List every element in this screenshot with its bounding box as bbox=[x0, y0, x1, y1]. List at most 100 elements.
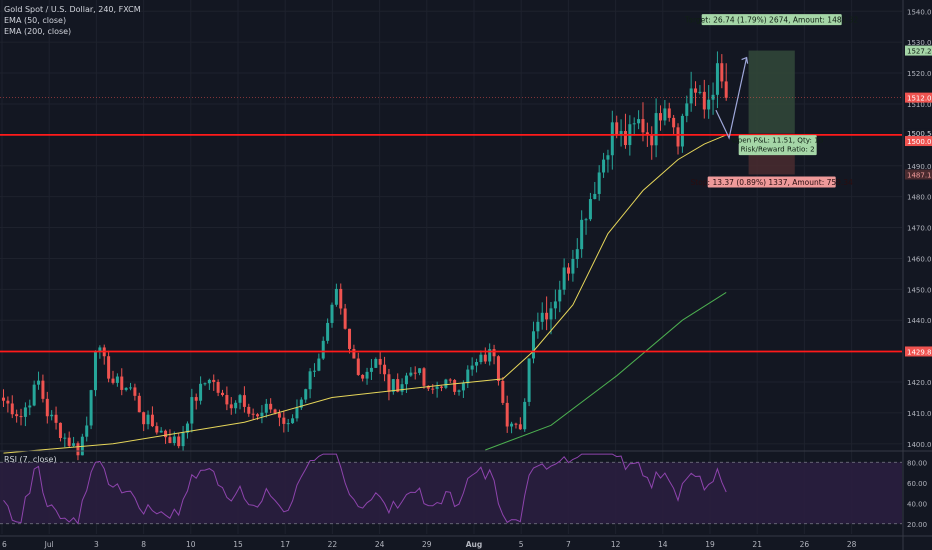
candle[interactable] bbox=[137, 392, 141, 413]
candle-body[interactable] bbox=[545, 312, 549, 320]
candle-body[interactable] bbox=[221, 392, 224, 396]
candle[interactable] bbox=[321, 336, 325, 360]
candle-body[interactable] bbox=[567, 267, 571, 274]
candle[interactable] bbox=[177, 433, 181, 449]
candle[interactable] bbox=[207, 378, 211, 390]
candle-body[interactable] bbox=[185, 423, 189, 433]
candle-body[interactable] bbox=[159, 430, 163, 433]
candle[interactable] bbox=[440, 385, 443, 392]
candle[interactable] bbox=[575, 238, 579, 268]
candle[interactable] bbox=[229, 397, 233, 415]
candle[interactable] bbox=[466, 365, 470, 389]
candle[interactable] bbox=[260, 405, 264, 424]
candle[interactable] bbox=[698, 85, 702, 95]
candle[interactable] bbox=[129, 382, 133, 391]
candle[interactable] bbox=[45, 391, 49, 424]
candle-body[interactable] bbox=[689, 88, 693, 104]
candle[interactable] bbox=[567, 263, 571, 281]
candle-body[interactable] bbox=[256, 414, 260, 417]
candle-body[interactable] bbox=[615, 122, 619, 134]
candle-body[interactable] bbox=[277, 413, 281, 418]
candle[interactable] bbox=[120, 368, 124, 396]
candle-body[interactable] bbox=[523, 401, 527, 430]
candle-body[interactable] bbox=[383, 364, 387, 375]
candle[interactable] bbox=[545, 296, 549, 331]
candle-body[interactable] bbox=[457, 390, 461, 392]
candle[interactable] bbox=[247, 403, 251, 417]
candle-body[interactable] bbox=[444, 379, 448, 388]
candle-body[interactable] bbox=[527, 358, 531, 402]
candle[interactable] bbox=[348, 328, 352, 354]
candle-body[interactable] bbox=[505, 402, 509, 427]
candle-body[interactable] bbox=[374, 358, 378, 368]
candle[interactable] bbox=[418, 368, 422, 376]
candle-body[interactable] bbox=[111, 378, 115, 383]
candle-body[interactable] bbox=[304, 389, 308, 400]
candle[interactable] bbox=[453, 378, 457, 395]
candle[interactable] bbox=[67, 431, 71, 448]
candle[interactable] bbox=[676, 123, 680, 155]
candle-body[interactable] bbox=[707, 99, 711, 110]
candle-body[interactable] bbox=[698, 91, 702, 93]
candle-body[interactable] bbox=[659, 113, 662, 121]
candle[interactable] bbox=[133, 383, 137, 401]
candle[interactable] bbox=[510, 421, 514, 434]
candle[interactable] bbox=[553, 289, 557, 320]
target-label[interactable]: Target: 26.74 (1.79%) 2674, Amount: 1481… bbox=[684, 14, 859, 26]
candle-body[interactable] bbox=[650, 134, 654, 146]
candle-body[interactable] bbox=[641, 119, 645, 133]
candle[interactable] bbox=[304, 388, 308, 403]
candle-body[interactable] bbox=[58, 422, 62, 439]
candle[interactable] bbox=[102, 344, 106, 365]
candle-body[interactable] bbox=[339, 288, 343, 309]
candle-body[interactable] bbox=[37, 380, 41, 385]
candle[interactable] bbox=[185, 421, 189, 439]
candle-body[interactable] bbox=[475, 362, 479, 366]
candle[interactable] bbox=[286, 418, 290, 432]
candle-body[interactable] bbox=[610, 122, 614, 156]
candle-body[interactable] bbox=[558, 289, 562, 302]
candle-body[interactable] bbox=[334, 288, 338, 305]
candle[interactable] bbox=[724, 63, 728, 101]
candle-body[interactable] bbox=[15, 414, 19, 417]
candle-body[interactable] bbox=[107, 356, 111, 379]
candle-body[interactable] bbox=[724, 81, 728, 98]
candle[interactable] bbox=[23, 402, 27, 427]
candle[interactable] bbox=[479, 350, 483, 365]
candle[interactable] bbox=[654, 98, 658, 158]
candle-body[interactable] bbox=[680, 115, 684, 147]
candle[interactable] bbox=[41, 374, 45, 403]
candle[interactable] bbox=[181, 425, 185, 451]
candle-body[interactable] bbox=[291, 418, 295, 424]
candle[interactable] bbox=[562, 258, 566, 295]
candle-body[interactable] bbox=[172, 436, 176, 443]
candle-body[interactable] bbox=[321, 340, 325, 359]
candle-body[interactable] bbox=[63, 437, 67, 439]
candle[interactable] bbox=[518, 417, 522, 430]
candle[interactable] bbox=[146, 410, 150, 430]
candle-body[interactable] bbox=[597, 172, 601, 194]
stop-label[interactable]: Stop: 13.37 (0.89%) 1337, Amount: 759.34 bbox=[691, 176, 854, 188]
candle-body[interactable] bbox=[10, 403, 14, 415]
candle[interactable] bbox=[111, 370, 115, 385]
candle-body[interactable] bbox=[540, 312, 544, 322]
candle-body[interactable] bbox=[93, 351, 97, 391]
candle-body[interactable] bbox=[67, 437, 71, 446]
candle-body[interactable] bbox=[45, 398, 49, 417]
candle-body[interactable] bbox=[672, 117, 676, 128]
candle-body[interactable] bbox=[199, 383, 203, 401]
candle-body[interactable] bbox=[685, 103, 689, 116]
candle-body[interactable] bbox=[492, 349, 496, 357]
candle-body[interactable] bbox=[28, 405, 32, 408]
candle[interactable] bbox=[588, 192, 592, 222]
candle[interactable] bbox=[150, 406, 154, 428]
candle-body[interactable] bbox=[348, 328, 352, 349]
candle[interactable] bbox=[317, 353, 321, 372]
candle-body[interactable] bbox=[6, 400, 10, 404]
candle-body[interactable] bbox=[194, 397, 198, 401]
candle-body[interactable] bbox=[440, 386, 443, 388]
candle[interactable] bbox=[282, 410, 286, 433]
rsi-pane[interactable] bbox=[0, 453, 902, 525]
candle-body[interactable] bbox=[282, 417, 286, 424]
